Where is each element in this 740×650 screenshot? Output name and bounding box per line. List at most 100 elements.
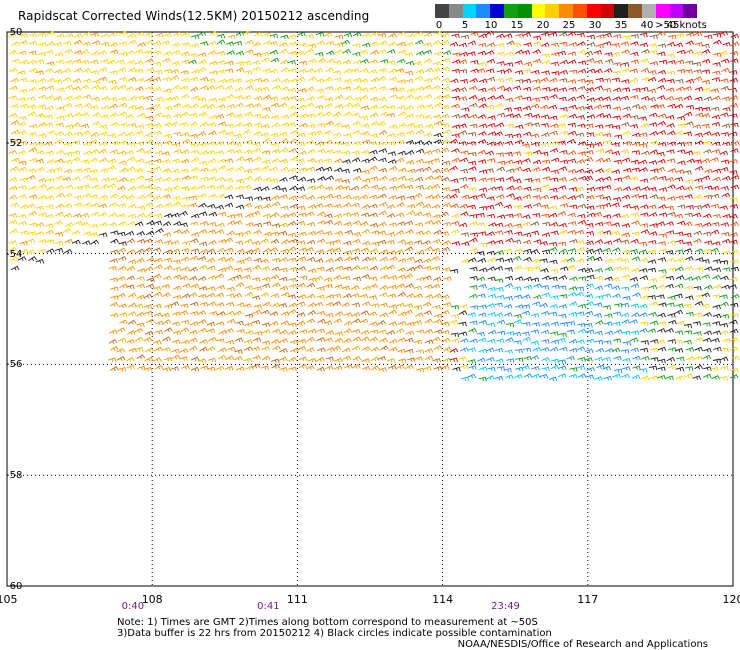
wind-barb [522,86,532,92]
wind-barb [602,78,612,83]
wind-barb [270,115,280,120]
wind-barb [144,31,153,37]
wind-barb [179,275,189,281]
wind-barb [63,248,73,254]
wind-barb [477,357,486,363]
wind-barb [171,185,181,191]
wind-barb [560,258,569,264]
wind-barb [486,322,496,327]
wind-barb [638,159,648,165]
wind-barb [235,194,245,200]
wind-barb [595,96,604,102]
wind-barb [441,77,451,83]
wind-barb [713,346,722,352]
wind-barb [188,202,198,208]
wind-barb [423,140,432,146]
wind-barb [494,141,503,147]
wind-barb [386,231,396,237]
wind-barb [595,319,604,325]
wind-barb [161,284,171,289]
wind-barb [64,131,73,137]
wind-barb [387,250,397,255]
wind-barb [611,347,621,353]
wind-barb [162,336,172,342]
wind-barb [461,258,470,264]
wind-barb [306,257,316,262]
wind-barb [351,345,361,351]
wind-barb [612,115,621,121]
wind-barb [90,32,100,37]
wind-barb [593,313,603,318]
wind-barb [342,355,352,361]
wind-barb [189,266,198,272]
legend-swatch [655,4,670,18]
wind-barb [721,96,731,102]
wind-barb [189,121,198,127]
wind-barb [63,40,72,46]
wind-barb [181,196,191,201]
wind-barb [125,86,134,91]
wind-barb [487,87,497,92]
wind-barb [486,196,495,201]
wind-barb [711,77,721,82]
wind-barb [459,184,469,189]
wind-barb [359,49,369,55]
wind-barb [162,232,172,237]
wind-barb [604,313,613,318]
wind-barb [198,211,208,216]
wind-barb [487,329,497,335]
wind-barb [478,348,488,354]
wind-barb [19,103,29,109]
wind-barb [360,329,370,335]
wind-barb [405,330,415,336]
wind-barb [729,249,739,255]
wind-barb [567,79,577,84]
wind-barb [287,87,297,93]
wind-barb [90,50,100,56]
wind-barb [217,239,227,244]
wind-barb [242,184,252,190]
wind-barb [126,238,136,244]
wind-barb [594,356,604,362]
wind-barb [602,293,612,298]
wind-barb [522,194,532,199]
wind-barb [496,52,505,57]
wind-barb [620,149,629,155]
wind-barb [297,256,307,262]
wind-barb [503,68,513,74]
wind-barb [632,292,641,298]
wind-barb [550,331,559,336]
wind-barb [325,356,334,362]
wind-barb [549,311,558,317]
wind-barb [667,364,677,370]
wind-barb [674,96,683,102]
wind-barb [45,85,55,91]
wind-barb [244,322,253,327]
wind-barb [441,309,450,315]
wind-barb [695,257,704,262]
wind-barb [486,250,496,256]
wind-barb [405,78,414,84]
wind-barb [126,275,136,281]
wind-barb [80,84,90,90]
wind-barb [685,205,694,210]
wind-barb [270,212,280,218]
wind-barb [244,238,253,244]
wind-barb [424,328,434,334]
wind-barb [458,123,467,128]
wind-barb [513,166,523,172]
wind-barb [172,311,181,317]
wind-barb [495,338,505,343]
wind-barb [595,186,604,191]
wind-barb [263,40,272,46]
wind-barb [434,329,443,334]
wind-barb [423,32,433,37]
wind-barb [197,276,207,282]
wind-barb [369,203,378,209]
wind-barb [81,184,91,189]
wind-barb [342,150,351,155]
wind-barb [602,113,612,119]
wind-barb [675,59,685,65]
wind-barb [541,322,550,327]
wind-barb [26,203,36,209]
